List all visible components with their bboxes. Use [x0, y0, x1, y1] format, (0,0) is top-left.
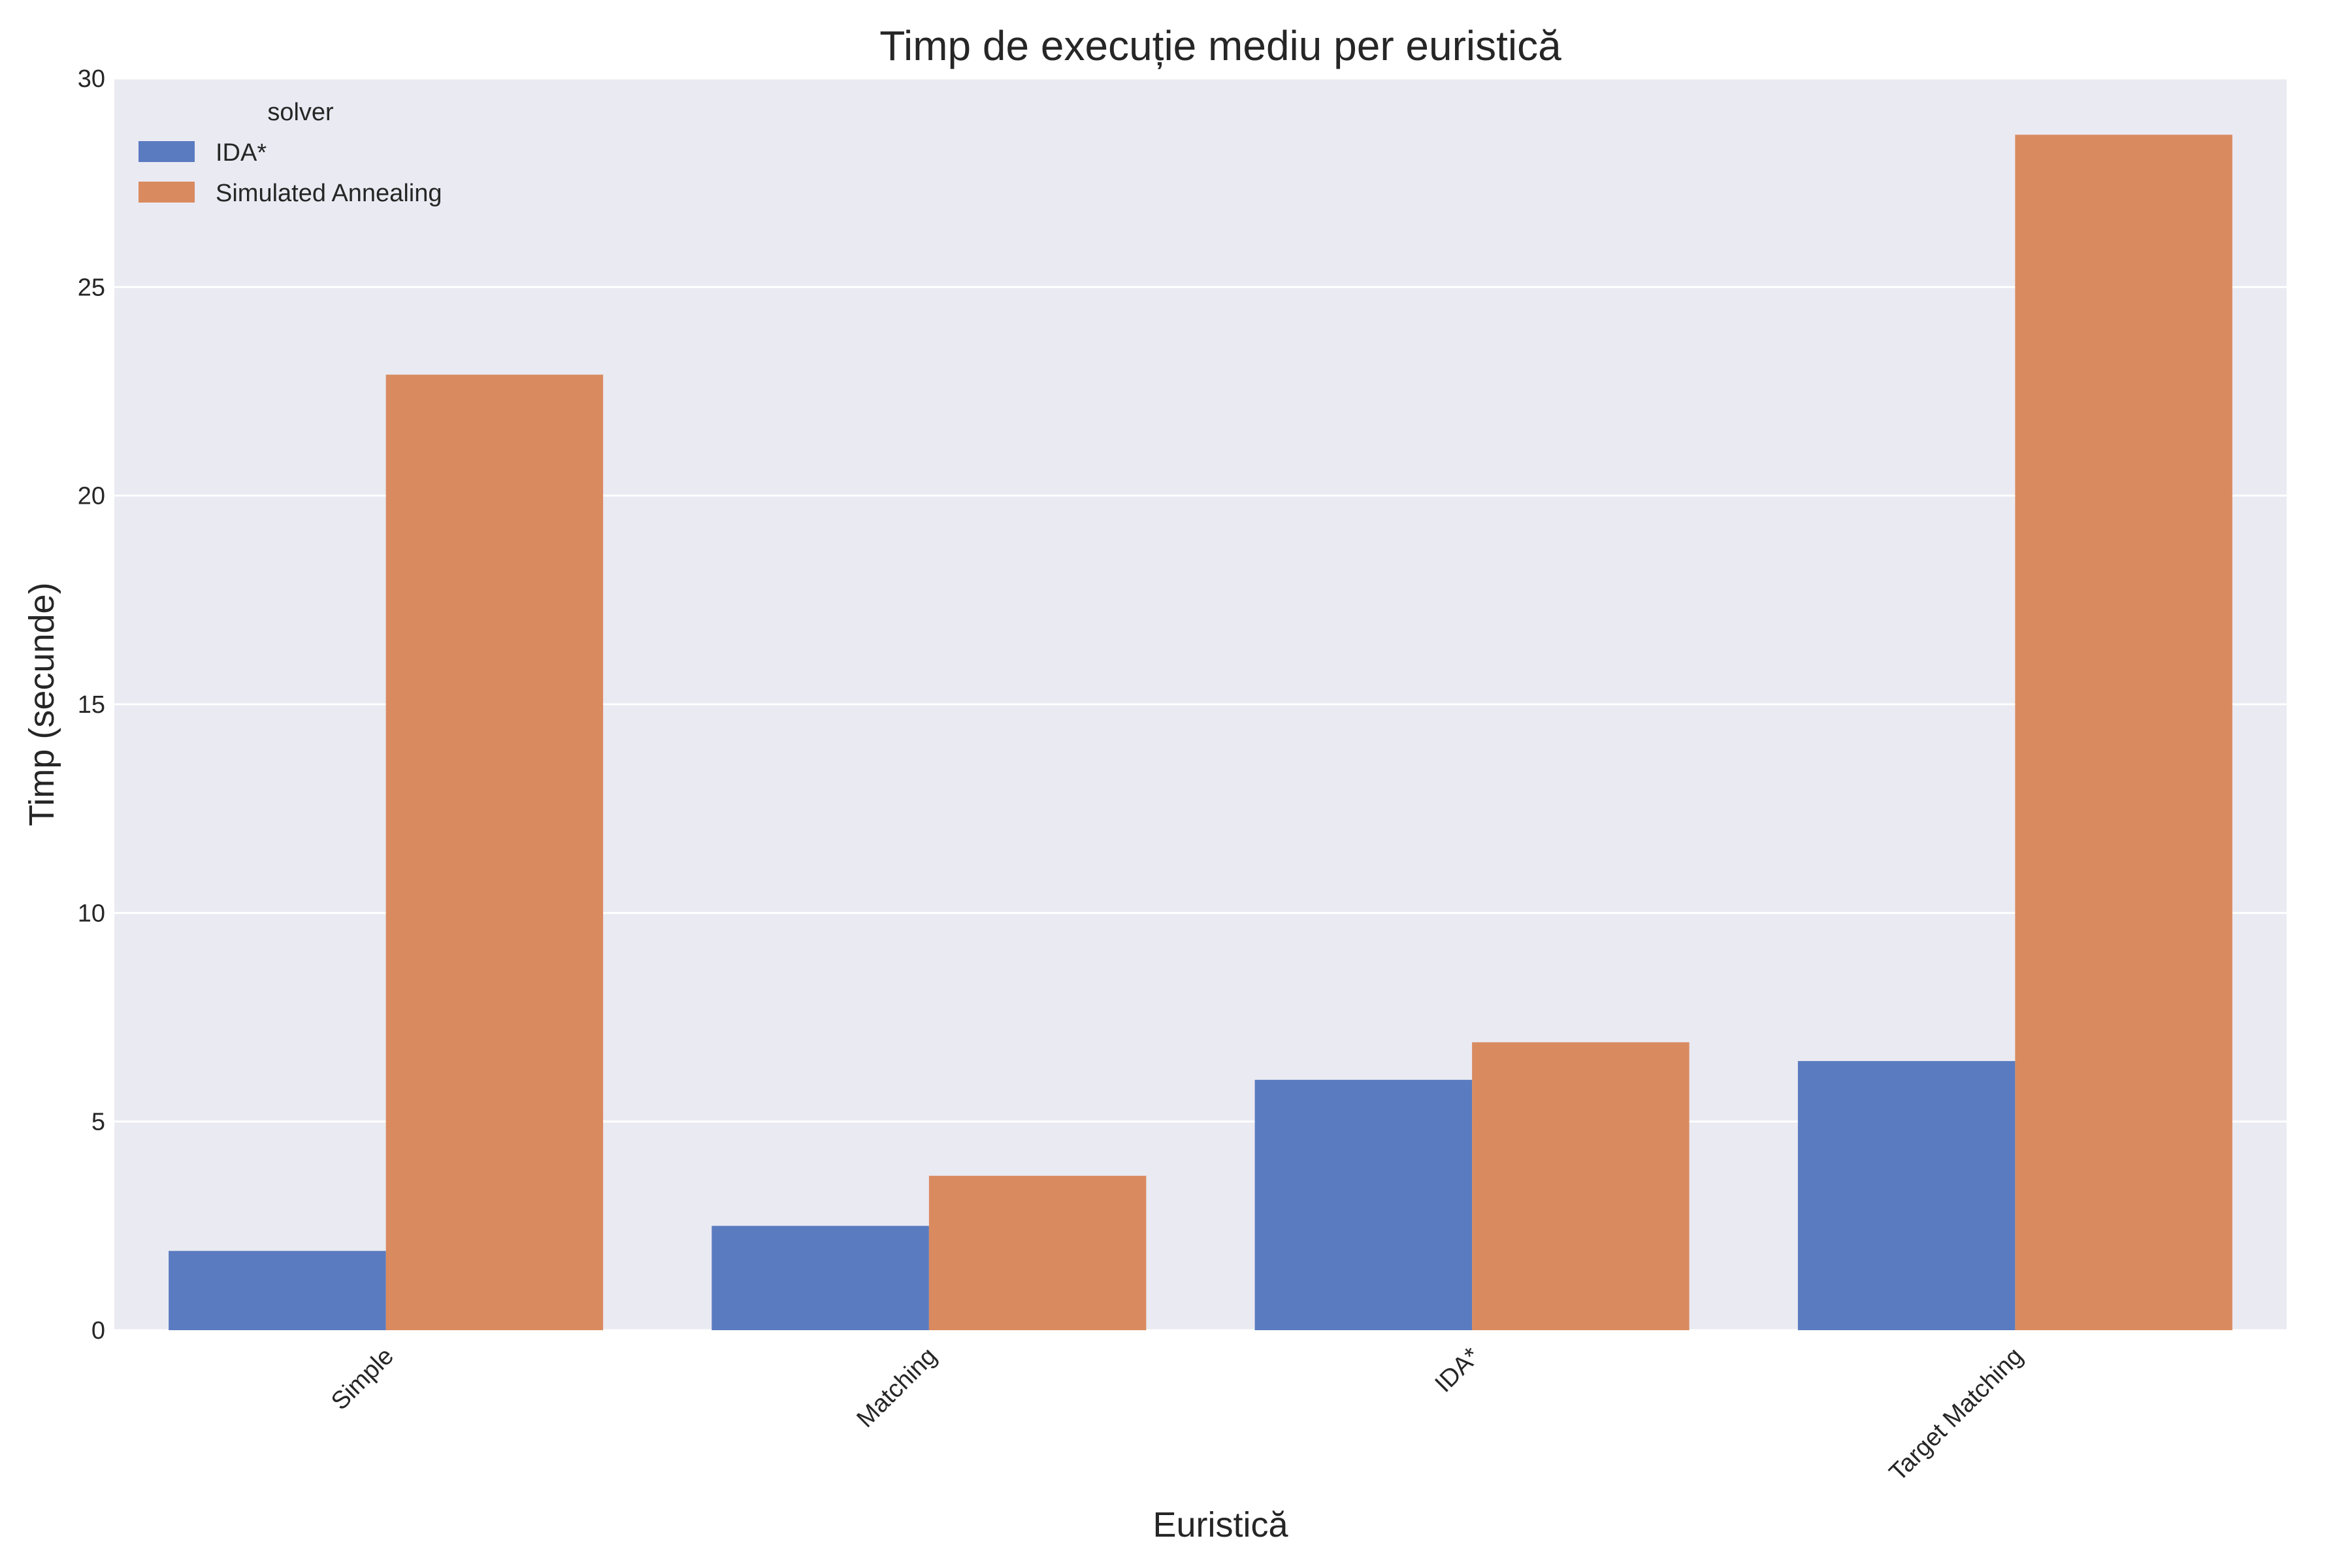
y-tick-label: 5: [91, 1109, 105, 1136]
x-tick-label: Matching: [852, 1343, 943, 1433]
legend-label-ida: IDA*: [216, 139, 267, 167]
x-axis-ticks: Simple Matching IDA* Target Matching: [326, 1343, 2029, 1487]
legend-title: solver: [267, 99, 334, 126]
bar-ida-matching: [711, 1226, 929, 1330]
y-tick-label: 25: [78, 274, 105, 301]
bar-simulated-annealing-ida: [1472, 1042, 1690, 1330]
bar-ida-ida: [1254, 1079, 1473, 1330]
y-tick-label: 0: [91, 1317, 105, 1345]
x-tick-label: IDA*: [1430, 1343, 1486, 1398]
y-tick-label: 30: [78, 65, 105, 93]
y-tick-label: 20: [78, 483, 105, 510]
bars: [169, 135, 2232, 1331]
y-tick-label: 10: [78, 900, 105, 927]
x-tick-label: Target Matching: [1884, 1343, 2029, 1487]
bar-simulated-annealing-simple: [385, 374, 604, 1330]
bar-ida-target-matching: [1797, 1061, 2016, 1330]
chart-title: Timp de execuție mediu per euristică: [879, 22, 1561, 69]
bar-simulated-annealing-matching: [928, 1175, 1147, 1330]
bar-simulated-annealing-target-matching: [2015, 135, 2232, 1331]
legend: solver IDA* Simulated Annealing: [139, 99, 442, 207]
legend-label-simulated-annealing: Simulated Annealing: [216, 180, 442, 207]
y-axis-label: Timp (secunde): [22, 582, 61, 826]
bar-ida-simple: [169, 1250, 386, 1330]
x-tick-label: Simple: [326, 1343, 399, 1416]
legend-swatch-simulated-annealing: [139, 182, 195, 203]
legend-swatch-ida: [139, 141, 195, 162]
y-tick-label: 15: [78, 691, 105, 719]
x-axis-label: Euristică: [1152, 1505, 1288, 1544]
y-axis-ticks: 0 5 10 15 20 25 30: [78, 65, 105, 1345]
